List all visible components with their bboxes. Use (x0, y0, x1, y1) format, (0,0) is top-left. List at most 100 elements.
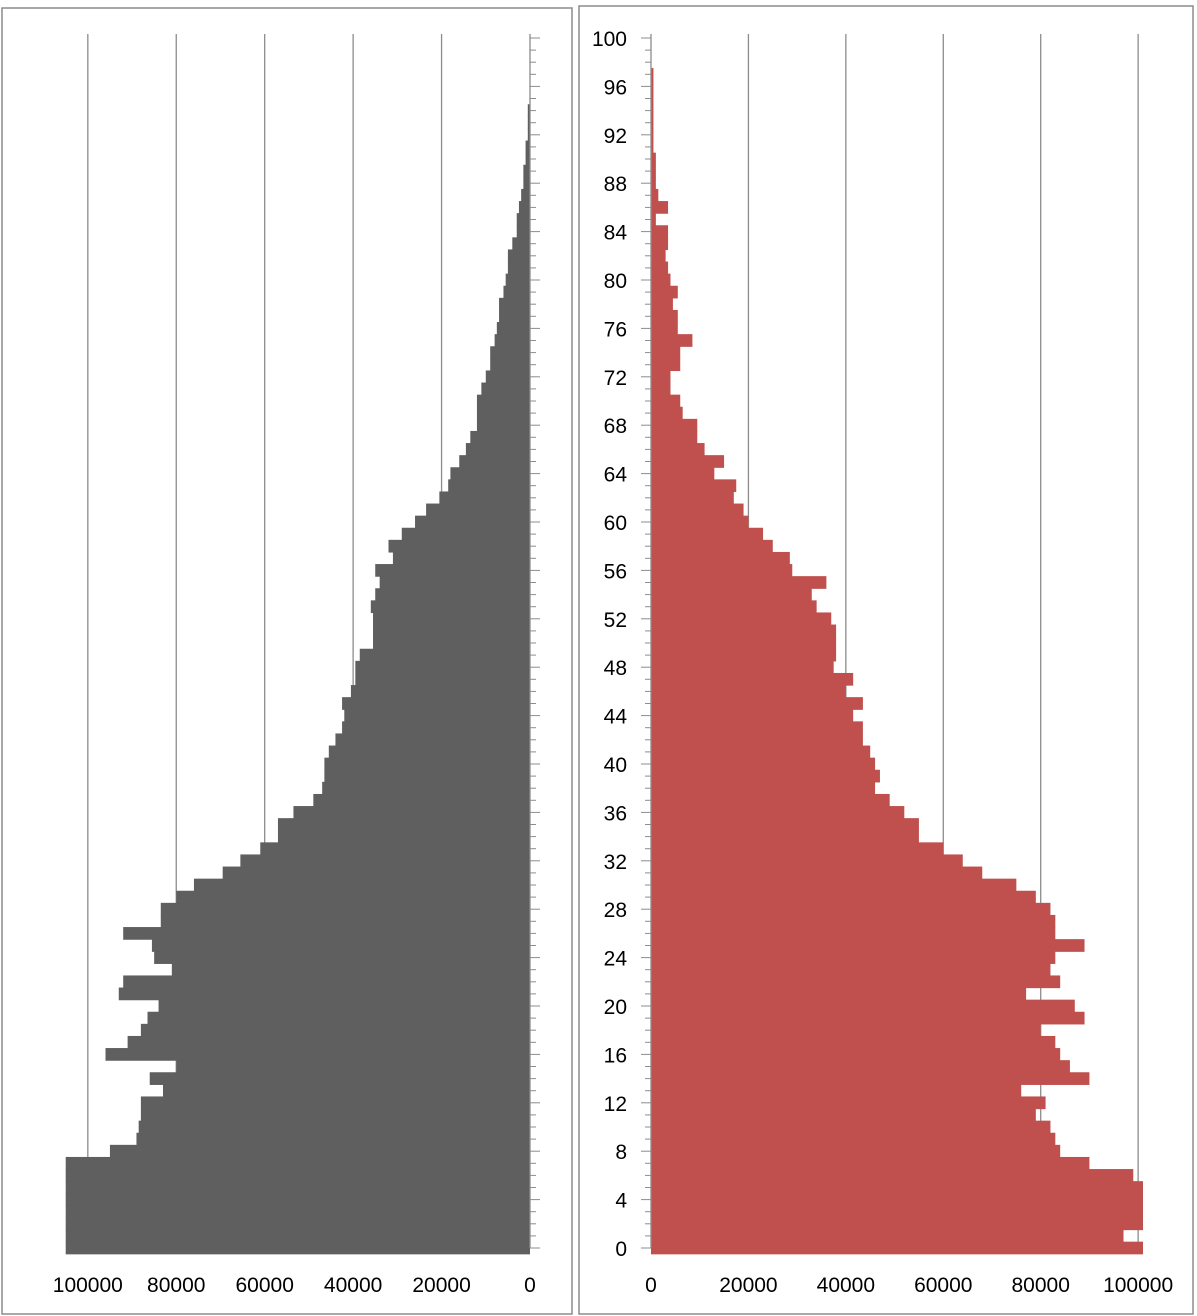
chart1-bar-age-58 (651, 539, 773, 553)
chart1-y-tick-label-20: 20 (604, 996, 627, 1019)
chart0-bar-age-6 (65, 1169, 530, 1182)
left-chart-svg: 0 20000 40000 60000 80000 100000 (1, 7, 573, 1315)
chart1-bar-age-28 (651, 902, 1051, 916)
chart0-bar-age-80 (505, 273, 530, 287)
chart0-bar-age-10 (138, 1120, 530, 1134)
chart1-bar-age-67 (651, 430, 698, 444)
right-chart-svg: 0 20000 40000 60000 80000 1000000481216202428… (578, 5, 1194, 1315)
chart0-bar-age-22 (123, 975, 531, 989)
chart1-bar-age-2 (651, 1217, 1143, 1231)
chart1-bar-age-69 (651, 406, 683, 420)
chart1-bar-age-92 (651, 128, 654, 142)
chart0-bar-age-2 (65, 1217, 530, 1231)
chart1-y-tick-label-4: 4 (615, 1190, 627, 1213)
chart0-bar-age-17 (127, 1035, 530, 1049)
chart1-bar-age-4 (651, 1193, 1143, 1206)
chart1-bar-age-60 (651, 515, 749, 529)
chart0-bar-age-43 (342, 721, 530, 735)
chart1-bar-age-8 (651, 1144, 1061, 1158)
chart1-bar-age-97 (651, 67, 654, 81)
chart1-bar-age-29 (651, 890, 1036, 904)
chart1-bar-age-35 (651, 818, 919, 831)
chart0-bar-age-36 (293, 806, 530, 819)
chart1-bar-age-12 (651, 1096, 1046, 1110)
chart1-x-tick-label-100000: 100000 (1103, 1274, 1173, 1297)
chart1-bar-age-74 (651, 346, 681, 359)
chart0-bar-age-8 (109, 1144, 530, 1158)
chart1-y-tick-label-24: 24 (604, 948, 628, 971)
chart1-y-tick-label-56: 56 (604, 560, 627, 583)
chart0-bar-age-47 (355, 672, 530, 686)
chart1-bar-age-19 (651, 1011, 1085, 1025)
chart1-x-tick-label-0: 0 (645, 1274, 657, 1297)
chart0-bar-age-53 (370, 600, 530, 614)
chart0-bar-age-50 (373, 636, 530, 650)
chart1-bar-age-73 (651, 358, 681, 372)
chart1-x-tick-label-40000: 40000 (817, 1274, 875, 1297)
chart0-bar-age-61 (426, 503, 530, 517)
chart1-bar-age-10 (651, 1120, 1051, 1134)
chart1-bar-age-37 (651, 793, 890, 807)
chart0-bar-age-25 (151, 939, 530, 952)
chart0-bar-age-14 (149, 1072, 530, 1085)
chart0-bar-age-15 (176, 1060, 530, 1073)
chart0-bar-age-86 (518, 201, 530, 214)
chart1-x-tick-label-60000: 60000 (914, 1274, 972, 1297)
chart1-y-tick-label-84: 84 (604, 222, 628, 245)
chart1-bar-age-84 (651, 225, 669, 238)
chart0-x-tick-label-100000: 100000 (53, 1274, 123, 1297)
chart1-bar-age-56 (651, 564, 793, 577)
chart0-bar-age-52 (373, 612, 530, 626)
chart1-bar-age-71 (651, 382, 671, 396)
chart0-bar-age-7 (65, 1156, 530, 1170)
chart0-bar-age-23 (171, 963, 530, 977)
chart0-x-tick-label-60000: 60000 (235, 1274, 293, 1297)
chart0-bar-age-20 (158, 999, 531, 1013)
chart1-bar-age-22 (651, 975, 1061, 989)
chart0-bar-age-88 (523, 176, 530, 190)
chart1-bar-age-77 (651, 309, 678, 323)
chart0-bar-age-28 (160, 902, 530, 916)
chart0-bar-age-30 (193, 878, 530, 892)
chart0-bar-age-31 (222, 866, 530, 880)
chart0-bar-age-84 (516, 225, 530, 238)
chart0-bar-age-75 (494, 334, 530, 347)
chart1-bar-age-96 (651, 80, 654, 93)
chart1-x-tick-label-20000: 20000 (719, 1274, 777, 1297)
chart0-bar-age-70 (476, 394, 530, 408)
chart0-bar-age-42 (335, 733, 530, 747)
chart1-y-tick-label-64: 64 (604, 464, 628, 487)
chart0-bar-age-62 (439, 491, 530, 505)
chart1-bar-age-7 (651, 1156, 1090, 1170)
chart1-y-tick-label-28: 28 (604, 899, 627, 922)
chart1-y-tick-label-76: 76 (604, 318, 627, 341)
chart1-bar-age-72 (651, 370, 671, 384)
chart0-bar-age-85 (516, 213, 530, 226)
chart1-bar-age-9 (651, 1132, 1056, 1146)
chart1-bar-age-31 (651, 866, 983, 880)
chart0-bar-age-77 (499, 309, 530, 323)
chart0-bar-age-12 (140, 1096, 530, 1110)
chart0-bar-age-24 (154, 951, 531, 964)
chart1-bar-age-66 (651, 443, 705, 456)
chart0-bar-age-38 (322, 781, 530, 795)
chart0-x-tick-label-0: 0 (524, 1274, 536, 1297)
chart1-bar-age-51 (651, 624, 837, 638)
chart1-bar-age-65 (651, 455, 725, 468)
chart0-bar-age-5 (65, 1181, 530, 1194)
chart1-bar-age-88 (651, 176, 656, 190)
chart1-x-tick-label-80000: 80000 (1011, 1274, 1069, 1297)
chart1-bar-age-86 (651, 201, 669, 214)
chart1-y-tick-label-44: 44 (604, 706, 628, 729)
chart0-bar-age-55 (379, 576, 530, 589)
chart0-bar-age-11 (140, 1108, 530, 1122)
right-population-chart: 0 20000 40000 60000 80000 100000 0 4 8 12 16 20 24 28… (577, 0, 1197, 1316)
chart0-bar-age-29 (176, 890, 530, 904)
chart1-bar-age-53 (651, 600, 817, 614)
chart1-bar-age-14 (651, 1072, 1090, 1085)
chart0-bar-age-44 (344, 709, 530, 722)
chart1-bar-age-52 (651, 612, 832, 626)
chart0-x-tick-label-20000: 20000 (412, 1274, 470, 1297)
chart1-bar-age-25 (651, 939, 1085, 952)
chart1-bar-age-90 (651, 152, 656, 166)
